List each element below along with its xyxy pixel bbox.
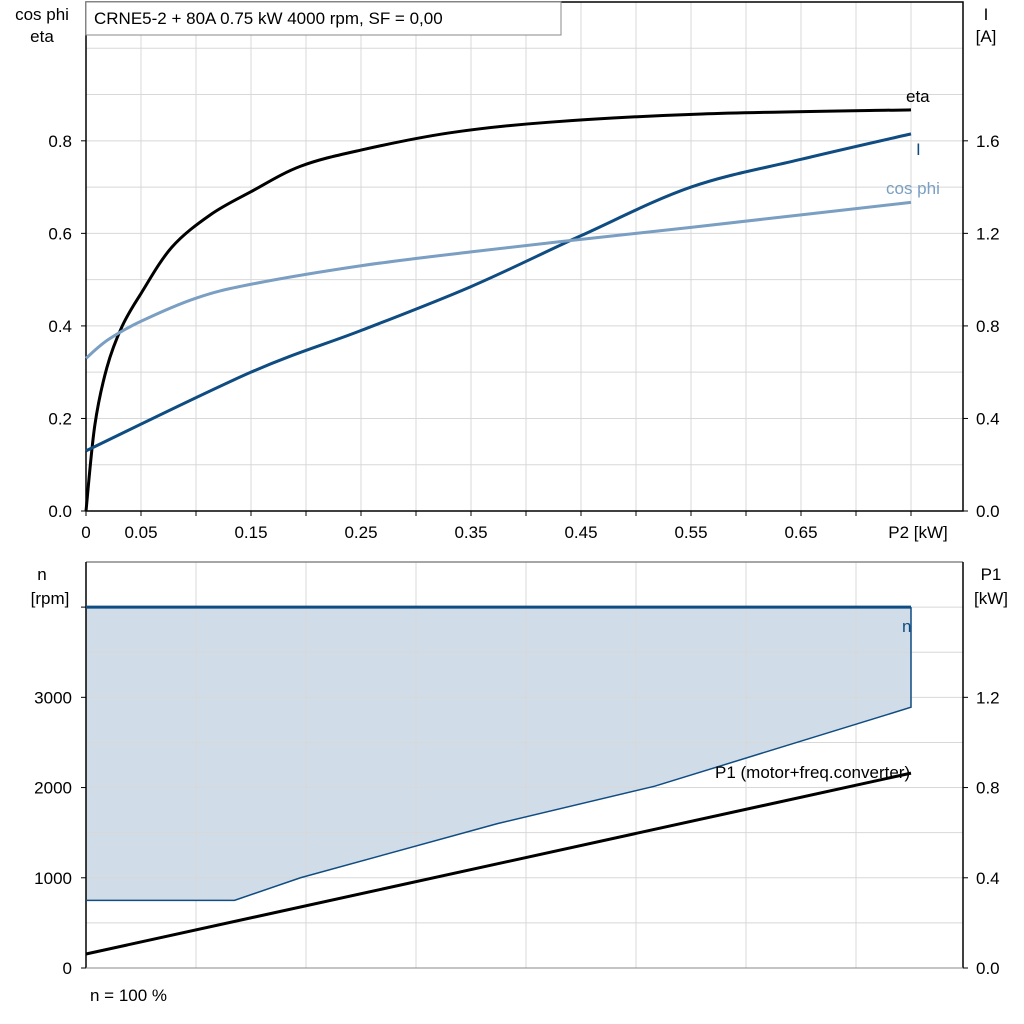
- bottom-right-ylabel-P1: P1: [981, 565, 1002, 584]
- y-left-tick-label: 0.0: [48, 502, 72, 521]
- x-tick-label: 0.65: [784, 523, 817, 542]
- label-I: I: [916, 140, 921, 159]
- x-tick-label: 0: [81, 523, 90, 542]
- bottom-grid: 0 1000 2000 3000 0.0 0.4 0.8 1.2: [34, 561, 1000, 978]
- left-ylabel-cosphi: cos phi: [15, 5, 69, 24]
- y-left-tick-label: 0.6: [48, 224, 72, 243]
- label-eta: eta: [906, 87, 930, 106]
- chart-title: CRNE5-2 + 80A 0.75 kW 4000 rpm, SF = 0,0…: [94, 9, 443, 28]
- left-ylabel-eta: eta: [30, 27, 54, 46]
- curve-I: [85, 132, 912, 453]
- bottom-left-ylabel-n: n: [37, 565, 46, 584]
- x-tick-label: 0.45: [564, 523, 597, 542]
- marks: [84, 108, 912, 956]
- y-left-tick-label: 0.4: [48, 317, 72, 336]
- curve-n-min: [86, 607, 912, 902]
- y-right-tick-label: 0.4: [976, 869, 1000, 888]
- y-right-tick-label: 0.4: [976, 409, 1000, 428]
- y-left-tick-label: 0: [63, 959, 72, 978]
- x-tick-label: 0.25: [344, 523, 377, 542]
- y-left-tick-label: 1000: [34, 869, 72, 888]
- x-tick-label: 0.15: [234, 523, 267, 542]
- label-n: n: [902, 617, 911, 636]
- bottom-left-ylabel-rpm: [rpm]: [31, 589, 70, 608]
- x-tick-label: 0.35: [454, 523, 487, 542]
- label-P1: P1 (motor+freq.converter): [715, 763, 910, 782]
- y-left-tick-label: 0.8: [48, 132, 72, 151]
- y-left-tick-label: 0.2: [48, 409, 72, 428]
- y-right-tick-label: 0.0: [976, 959, 1000, 978]
- y-left-tick-label: 3000: [34, 688, 72, 707]
- y-right-tick-label: 0.8: [976, 317, 1000, 336]
- y-right-tick-label: 0.8: [976, 779, 1000, 798]
- x-tick-label: 0.55: [674, 523, 707, 542]
- curve-P1: [85, 771, 912, 956]
- top-plot-frame: [85, 1, 964, 512]
- x-tick-label: 0.05: [124, 523, 157, 542]
- y-left-tick-label: 2000: [34, 779, 72, 798]
- operating-area: [86, 607, 911, 901]
- curve-eta: [84, 108, 912, 512]
- right-ylabel-A: [A]: [976, 27, 997, 46]
- label-cosphi: cos phi: [886, 179, 940, 198]
- footnote: n = 100 %: [90, 986, 167, 1005]
- y-right-tick-label: 1.6: [976, 132, 1000, 151]
- y-right-tick-label: 0.0: [976, 502, 1000, 521]
- y-right-tick-label: 1.2: [976, 224, 1000, 243]
- x-axis-label: P2 [kW]: [888, 523, 948, 542]
- top-grid: 0 0.05 0.15 0.25 0.35 0.45 0.55 0.65 0.0 0.2 0.4 0.…: [48, 1, 1000, 542]
- curve-cos-phi: [85, 200, 912, 360]
- bottom-right-ylabel-kW: [kW]: [974, 589, 1008, 608]
- title-box: [85, 1, 562, 36]
- y-right-tick-label: 1.2: [976, 688, 1000, 707]
- right-ylabel-I: I: [984, 5, 989, 24]
